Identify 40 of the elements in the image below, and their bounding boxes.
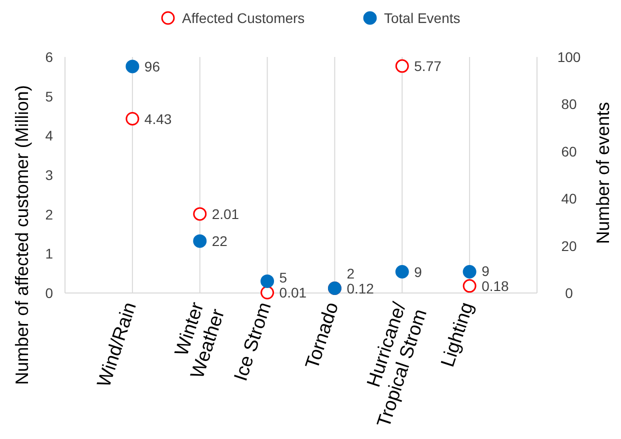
data-label: 22 [212,233,228,250]
point [462,265,476,279]
data-label: 2 [346,265,355,282]
point [395,265,409,279]
data-label: 5 [279,270,288,286]
data-label: 0.18 [482,278,510,294]
y2-axis-title: Number of events [593,102,613,244]
y2-tick-label: 20 [561,238,577,254]
data-label: 9 [414,264,422,280]
data-label: 5.77 [414,58,442,74]
y-tick-label: 5 [45,88,54,104]
y2-tick-label: 80 [561,96,577,112]
y-tick-label: 3 [45,167,54,183]
data-label: 9 [482,262,490,279]
data-label: 96 [144,58,160,74]
legend-label: Affected Customers [182,10,305,26]
y-tick-label: 1 [45,246,54,262]
x-tick-label: Ice Strom [230,300,276,384]
y2-tick-label: 60 [561,143,577,160]
data-label: 0.12 [346,280,374,296]
data-label: 4.43 [144,110,172,127]
data-label: 2.01 [212,206,240,222]
y-tick-label: 2 [45,206,54,222]
y2-tick-label: 0 [565,285,574,301]
point [126,60,140,74]
legend-label: Total Events [384,10,460,26]
point [260,286,274,300]
point [260,274,274,288]
y-tick-label: 6 [45,49,54,65]
point [395,59,409,73]
point [193,207,207,221]
y2-tick-label: 40 [561,190,577,207]
y-axis-title: Number of affected customer (Million) [12,85,32,385]
point [462,279,476,293]
y2-tick-label: 100 [557,49,581,65]
data-label: 0.01 [279,284,307,301]
y-tick-label: 4 [45,128,54,144]
point [126,112,140,126]
point [193,234,207,248]
y-tick-label: 0 [45,285,54,301]
